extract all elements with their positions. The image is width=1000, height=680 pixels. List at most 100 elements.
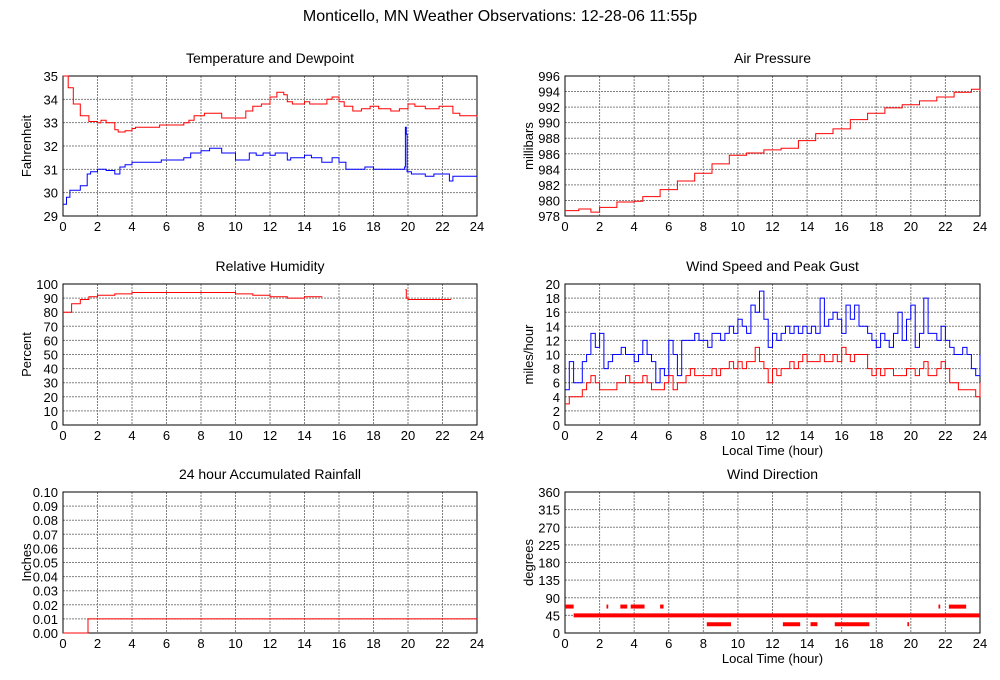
y-tick-label: 12 — [546, 333, 560, 348]
series-temperature-line — [63, 75, 478, 133]
y-tick-label: 0.08 — [33, 513, 58, 528]
x-tick-label: 24 — [470, 219, 484, 234]
plot-frame — [62, 283, 478, 426]
y-tick-label: 4 — [553, 390, 560, 405]
x-tick-label: 16 — [834, 428, 848, 443]
y-tick-label: 8 — [553, 362, 560, 377]
x-tick-label: 18 — [366, 636, 380, 651]
y-tick-label: 0.05 — [33, 556, 58, 571]
plot-frame — [564, 491, 981, 634]
x-tick-label: 4 — [631, 219, 638, 234]
x-tick-label: 6 — [163, 428, 170, 443]
x-tick-label: 14 — [297, 219, 311, 234]
x-tick-label: 4 — [128, 219, 135, 234]
x-tick-label: 24 — [470, 636, 484, 651]
y-axis-label: millibars — [521, 122, 536, 170]
x-tick-label: 14 — [800, 636, 814, 651]
x-tick-label: 2 — [94, 636, 101, 651]
x-tick-label: 0 — [561, 428, 568, 443]
y-tick-label: 6 — [553, 376, 560, 391]
y-tick-label: 90 — [44, 291, 58, 306]
plot-frame — [564, 75, 981, 217]
x-tick-label: 8 — [197, 636, 204, 651]
x-tick-label: 12 — [765, 428, 779, 443]
x-tick-label: 12 — [765, 636, 779, 651]
chart-title: 24 hour Accumulated Rainfall — [179, 466, 361, 482]
x-tick-label: 16 — [332, 636, 346, 651]
x-tick-label: 20 — [904, 636, 918, 651]
y-tick-label: 34 — [44, 92, 58, 107]
chart-title: Relative Humidity — [216, 258, 325, 274]
x-tick-label: 22 — [938, 219, 952, 234]
x-tick-label: 24 — [973, 636, 987, 651]
y-tick-label: 0 — [553, 418, 560, 433]
y-tick-label: 32 — [44, 139, 58, 154]
y-tick-label: 0.09 — [33, 499, 58, 514]
x-tick-label: 14 — [800, 219, 814, 234]
series-rainfall-line — [63, 618, 477, 634]
x-tick-label: 24 — [973, 428, 987, 443]
y-tick-label: 990 — [538, 116, 560, 131]
x-tick-label: 6 — [163, 636, 170, 651]
x-tick-label: 20 — [401, 219, 415, 234]
x-tick-label: 16 — [834, 636, 848, 651]
x-tick-label: 14 — [297, 636, 311, 651]
y-tick-label: 40 — [44, 362, 58, 377]
x-tick-label: 6 — [665, 428, 672, 443]
y-tick-label: 16 — [546, 305, 560, 320]
y-tick-label: 270 — [538, 520, 560, 535]
x-tick-label: 4 — [128, 428, 135, 443]
x-tick-label: 18 — [366, 219, 380, 234]
y-tick-label: 2 — [553, 404, 560, 419]
x-tick-label: 2 — [596, 428, 603, 443]
series-dewpoint-line — [63, 126, 477, 205]
x-tick-label: 10 — [731, 428, 745, 443]
x-tick-label: 12 — [263, 636, 277, 651]
x-tick-label: 10 — [731, 219, 745, 234]
x-tick-label: 18 — [869, 428, 883, 443]
y-tick-label: 0.04 — [33, 570, 58, 585]
x-tick-label: 12 — [765, 219, 779, 234]
x-tick-label: 24 — [470, 428, 484, 443]
x-tick-label: 18 — [869, 636, 883, 651]
y-tick-label: 0.00 — [33, 626, 58, 641]
plot-frame — [62, 491, 478, 634]
x-tick-label: 10 — [228, 428, 242, 443]
y-tick-label: 988 — [538, 131, 560, 146]
y-tick-label: 20 — [546, 277, 560, 292]
y-tick-label: 992 — [538, 100, 560, 115]
series-humidity-line — [63, 292, 323, 313]
y-tick-label: 0.06 — [33, 541, 58, 556]
chart-title: Wind Direction — [727, 466, 818, 482]
y-tick-label: 0 — [51, 418, 58, 433]
x-tick-label: 22 — [435, 219, 449, 234]
x-tick-label: 8 — [700, 636, 707, 651]
x-axis-label: Local Time (hour) — [722, 651, 823, 666]
y-tick-label: 80 — [44, 305, 58, 320]
x-tick-label: 20 — [401, 428, 415, 443]
x-tick-label: 2 — [94, 428, 101, 443]
series-wind-speed-line — [565, 346, 981, 405]
y-tick-label: 100 — [36, 277, 58, 292]
y-tick-label: 14 — [546, 319, 560, 334]
y-tick-label: 135 — [538, 573, 560, 588]
x-tick-label: 8 — [700, 428, 707, 443]
y-tick-label: 225 — [538, 538, 560, 553]
y-tick-label: 360 — [538, 485, 560, 500]
x-tick-label: 18 — [366, 428, 380, 443]
y-tick-label: 996 — [538, 69, 560, 84]
y-tick-label: 20 — [44, 390, 58, 405]
x-tick-label: 20 — [904, 219, 918, 234]
y-tick-label: 986 — [538, 147, 560, 162]
plot-frame — [62, 75, 478, 217]
x-tick-label: 12 — [263, 219, 277, 234]
series-humidity-line — [405, 289, 452, 300]
y-tick-label: 30 — [44, 186, 58, 201]
chart-title: Wind Speed and Peak Gust — [686, 258, 859, 274]
x-tick-label: 10 — [228, 219, 242, 234]
